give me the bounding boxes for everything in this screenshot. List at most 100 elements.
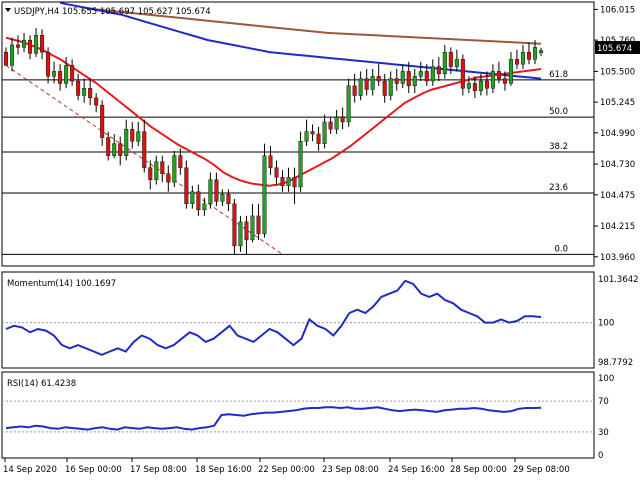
current-price-tag: 105.674 (597, 44, 632, 54)
momentum-tick-label: 100 (598, 319, 614, 329)
candle-body (286, 177, 291, 186)
candle-body (418, 71, 423, 77)
candle-body (442, 51, 447, 75)
candle-body (316, 133, 321, 144)
main-price-panel: 61.850.038.223.60.0 106.015105.760105.50… (1, 1, 640, 267)
candle-body (346, 85, 351, 123)
candle-body (106, 137, 111, 156)
candle-body (184, 167, 189, 205)
candle-body (226, 193, 231, 205)
price-tag: 105.674 (595, 41, 640, 54)
candle-body (244, 221, 249, 241)
candle-body (538, 50, 544, 53)
candle-body (64, 65, 69, 84)
candle-body (142, 131, 147, 168)
rsi-reference-lines (2, 400, 594, 433)
candle-body (472, 83, 477, 91)
candle-body (10, 44, 15, 66)
candle-body (22, 39, 27, 48)
candle-body (394, 78, 399, 84)
ma-slow-line (89, 7, 542, 45)
candle-body (382, 80, 387, 96)
candle-body (76, 80, 81, 96)
fib-label: 0.0 (554, 244, 568, 254)
candle-body (484, 80, 489, 89)
candle-body (70, 65, 75, 82)
candle-body (130, 128, 135, 142)
price-tick-label: 104.990 (600, 129, 635, 139)
candle-body (502, 78, 507, 84)
candle-body (196, 191, 201, 211)
candle-body (370, 76, 375, 90)
momentum-tick-label: 98.7792 (598, 358, 633, 368)
candle-body (88, 88, 93, 99)
rsi-tick-label: 70 (598, 397, 609, 407)
candle-body (454, 59, 459, 67)
candle-body (136, 131, 141, 142)
momentum-axis: 101.3642 100 98.7792 (598, 275, 639, 368)
candle-body (238, 221, 243, 247)
candle-body (250, 215, 255, 241)
moving-averages (5, 1, 542, 187)
candle-body (532, 47, 537, 60)
momentum-panel: 101.3642 100 98.7792 Momentum(14) 100.1697 (1, 271, 639, 369)
candle-body (430, 66, 435, 82)
time-tick-label: 29 Sep 08:00 (513, 465, 570, 475)
rsi-panel-border (1, 371, 595, 459)
candle-body (112, 143, 117, 156)
candle-body (172, 155, 177, 183)
candle-body (232, 203, 237, 247)
candle-body (334, 116, 339, 130)
candle-body (208, 179, 213, 205)
indicator-line (5, 406, 542, 431)
candle-body (520, 51, 525, 65)
candle-body (58, 71, 63, 84)
candle-body (388, 78, 393, 96)
candle-body (466, 83, 471, 89)
candle-body (514, 59, 519, 65)
candle-body (436, 66, 441, 75)
candle-body (364, 78, 369, 90)
candle-body (496, 71, 501, 79)
time-tick-label: 14 Sep 2020 (3, 465, 57, 475)
time-tick-label: 24 Sep 16:00 (388, 465, 445, 475)
indicator-line (5, 279, 542, 356)
candle-body (28, 39, 33, 54)
time-tick-label: 16 Sep 00:00 (65, 465, 122, 475)
price-tick-label: 104.475 (600, 191, 635, 201)
candle-body (478, 80, 483, 91)
time-tick-label: 23 Sep 08:00 (322, 465, 379, 475)
rsi-line (5, 406, 542, 431)
candle-body (40, 35, 45, 53)
candle-body (268, 155, 273, 168)
candle-body (328, 121, 333, 130)
candle-body (190, 191, 195, 205)
candle-body (82, 88, 87, 96)
candle-body (100, 104, 105, 138)
time-tick-label: 17 Sep 08:00 (130, 465, 187, 475)
candle-body (304, 131, 309, 142)
candle-body (46, 51, 51, 77)
candle-body (124, 128, 129, 156)
candle-body (256, 215, 261, 235)
candle-body (3, 51, 9, 66)
price-tick-label: 106.015 (600, 5, 635, 15)
candle-body (298, 141, 303, 188)
rsi-panel: 100 70 30 0 RSI(14) 61.4238 (1, 371, 614, 461)
time-tick-label: 18 Sep 16:00 (195, 465, 252, 475)
candle-body (202, 203, 207, 211)
fib-label: 61.8 (549, 70, 568, 80)
dropdown-triangle-icon[interactable] (5, 8, 11, 12)
candle-body (358, 78, 363, 96)
momentum-panel-border (1, 271, 595, 369)
candle-body (220, 193, 225, 202)
candle-body (490, 71, 495, 89)
momentum-title: Momentum(14) 100.1697 (7, 279, 116, 289)
fib-label: 23.6 (549, 183, 568, 193)
price-tick-label: 105.245 (600, 98, 635, 108)
candle-body (148, 167, 153, 180)
candle-body (16, 44, 21, 48)
candlesticks (3, 28, 544, 255)
candle-body (94, 97, 99, 106)
